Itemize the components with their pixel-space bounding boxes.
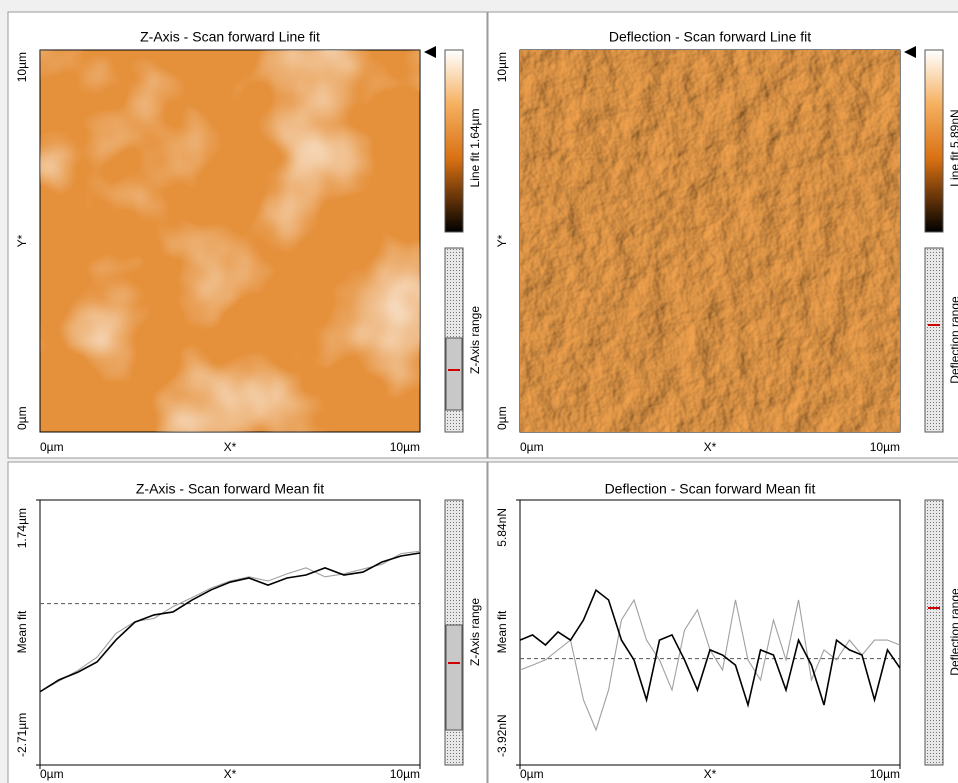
profile-line [39,550,421,693]
range-label: Deflection range [948,296,958,384]
y-tick-label: -3.92nN [495,714,509,757]
afm-image-texture [520,50,900,432]
range-label: Z-Axis range [468,306,482,374]
chart-title: Deflection - Scan forward Mean fit [605,481,816,497]
color-bar-pointer [424,46,436,58]
y-axis-label: Y* [495,234,509,247]
y-axis-bottom-label: 0µm [15,406,29,430]
range-slider [924,247,944,433]
profile-line [39,552,421,693]
panel-title: Z-Axis - Scan forward Line fit [140,29,320,45]
x-axis-left-label: 0µm [40,440,64,454]
x-axis-label: X* [704,440,717,454]
x-tick-label: 10µm [390,767,420,781]
x-axis-label: X* [224,440,237,454]
range-label: Deflection range [948,588,958,676]
x-tick-label: 0µm [520,767,544,781]
color-bar-pointer [904,46,916,58]
color-bar-label: Line fit 1.64µm [468,109,482,188]
y-tick-label: 5.84nN [495,508,509,547]
x-axis-label: X* [224,767,237,781]
range-slider [924,499,944,766]
color-bar [924,49,944,233]
y-tick-label: -2.71µm [15,713,29,757]
y-tick-label: 1.74µm [15,508,29,548]
y-axis-top-label: 10µm [495,52,509,82]
x-tick-label: 10µm [870,767,900,781]
y-axis-label: Y* [15,234,29,247]
x-axis-left-label: 0µm [520,440,544,454]
y-axis-label: Mean fit [15,610,29,653]
afm-image-texture [40,50,420,432]
profile-line [519,588,901,709]
panel-title: Deflection - Scan forward Line fit [609,29,811,45]
range-slider-window [445,337,463,411]
chart-title: Z-Axis - Scan forward Mean fit [136,481,324,497]
plot-area [39,499,421,766]
y-axis-top-label: 10µm [15,52,29,82]
x-axis-right-label: 10µm [390,440,420,454]
color-bar [444,49,464,233]
y-axis-label: Mean fit [495,610,509,653]
x-axis-label: X* [704,767,717,781]
range-label: Z-Axis range [468,598,482,666]
plot-area [519,499,901,766]
x-tick-label: 0µm [40,767,64,781]
color-bar-label: Line fit 5.89nN [948,109,958,186]
range-slider-window [445,624,463,731]
x-axis-right-label: 10µm [870,440,900,454]
y-axis-bottom-label: 0µm [495,406,509,430]
